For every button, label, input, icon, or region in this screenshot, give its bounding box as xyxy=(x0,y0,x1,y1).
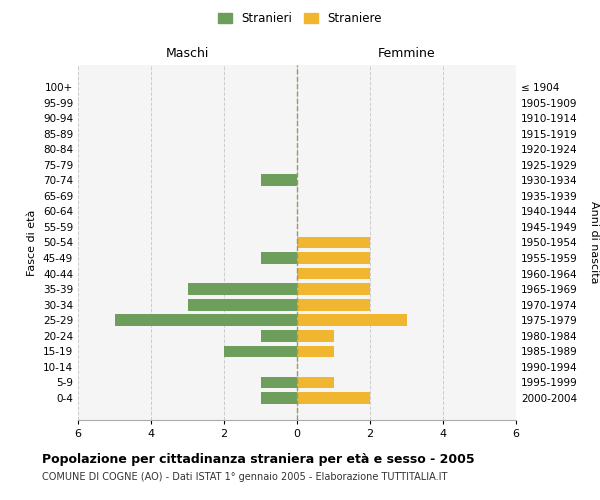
Bar xyxy=(224,346,297,357)
Bar xyxy=(260,252,297,264)
Bar xyxy=(297,252,370,264)
Bar xyxy=(297,376,334,388)
Bar xyxy=(115,314,297,326)
Bar xyxy=(297,299,370,310)
Bar xyxy=(260,174,297,186)
Bar xyxy=(260,376,297,388)
Bar xyxy=(187,284,297,295)
Bar xyxy=(297,330,334,342)
Y-axis label: Fasce di età: Fasce di età xyxy=(28,210,37,276)
Bar xyxy=(297,314,407,326)
Bar xyxy=(297,236,370,248)
Bar xyxy=(297,268,370,280)
Bar xyxy=(187,299,297,310)
Bar xyxy=(260,330,297,342)
Bar xyxy=(260,392,297,404)
Text: Popolazione per cittadinanza straniera per età e sesso - 2005: Popolazione per cittadinanza straniera p… xyxy=(42,452,475,466)
Bar xyxy=(297,284,370,295)
Bar xyxy=(297,346,334,357)
Text: COMUNE DI COGNE (AO) - Dati ISTAT 1° gennaio 2005 - Elaborazione TUTTITALIA.IT: COMUNE DI COGNE (AO) - Dati ISTAT 1° gen… xyxy=(42,472,448,482)
Legend: Stranieri, Straniere: Stranieri, Straniere xyxy=(214,8,386,28)
Bar xyxy=(297,392,370,404)
Y-axis label: Anni di nascita: Anni di nascita xyxy=(589,201,599,284)
